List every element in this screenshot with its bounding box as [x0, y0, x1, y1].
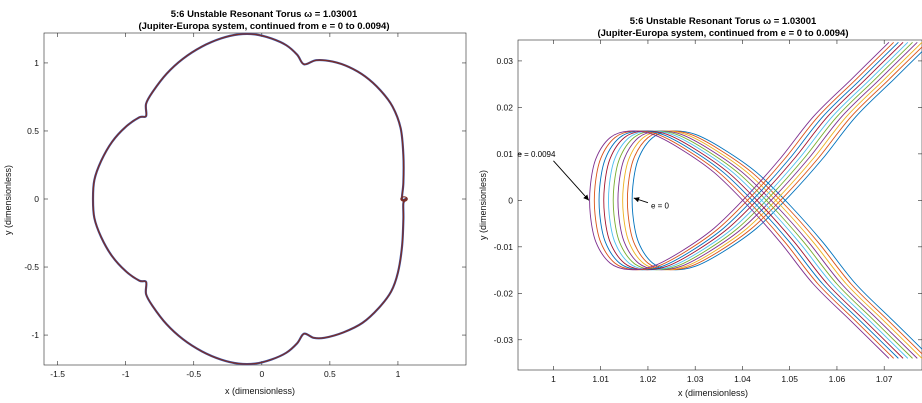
right-title: 5:6 Unstable Resonant Torus ω = 1.03001: [630, 16, 817, 27]
right-x-tick-label: 1.04: [734, 374, 751, 384]
right-series: [589, 41, 922, 359]
left-series-line: [92, 33, 407, 365]
annotation-arrow-0: [553, 160, 590, 201]
right-series-line-4: [612, 41, 913, 359]
left-x-tick-label: -1: [122, 369, 130, 379]
right-series-line-7: [598, 41, 899, 359]
left-y-tick-label: -0.5: [24, 262, 39, 272]
right-x-tick-label: 1.01: [592, 374, 609, 384]
right-panel: 5:6 Unstable Resonant Torus ω = 1.03001 …: [478, 16, 922, 398]
annotation-label-1: e = 0: [651, 202, 670, 211]
left-y-tick-label: -1: [31, 330, 39, 340]
left-x-tick-label: -1.5: [50, 369, 65, 379]
left-y-tick-label: 0.5: [27, 126, 39, 136]
left-x-tick-label: -0.5: [186, 369, 201, 379]
left-y-axis-label: y (dimensionless): [3, 165, 13, 235]
right-x-tick-label: 1.07: [876, 374, 893, 384]
right-x-tick-label: 1.03: [687, 374, 704, 384]
right-series-line-8: [593, 41, 894, 359]
left-series: [91, 32, 408, 366]
left-series-small-loop: [400, 196, 408, 202]
right-y-tick-label: 0.03: [496, 56, 513, 66]
right-series-line-9: [589, 41, 890, 359]
right-x-tick-label: 1.06: [829, 374, 846, 384]
left-x-ticks: -1.5 -1 -0.5 0 0.5 1: [50, 33, 401, 379]
right-x-tick-label: 1.05: [781, 374, 798, 384]
left-x-tick-label: 0: [259, 369, 264, 379]
left-subtitle: (Jupiter-Europa system, continued from e…: [138, 21, 389, 32]
right-series-line-6: [603, 41, 904, 359]
left-x-tick-label: 1: [396, 369, 401, 379]
left-x-axis-label: x (dimensionless): [225, 386, 295, 396]
right-y-tick-label: 0.01: [496, 149, 513, 159]
right-series-line-5: [608, 41, 909, 359]
right-series-line-1: [626, 46, 922, 355]
left-y-tick-label: 0: [34, 194, 39, 204]
left-y-tick-label: 1: [34, 58, 39, 68]
left-y-ticks: -1 -0.5 0 0.5 1: [24, 58, 466, 340]
right-y-tick-label: -0.02: [494, 288, 514, 298]
right-x-tick-label: 1.02: [640, 374, 657, 384]
right-y-tick-label: 0.02: [496, 102, 513, 112]
annotation-label-0: e = 0.0094: [517, 150, 556, 159]
right-y-axis-label: y (dimensionless): [478, 170, 488, 240]
right-annotations: e = 0.0094 e = 0: [517, 150, 669, 211]
right-y-tick-label: 0: [508, 195, 513, 205]
left-x-tick-label: 0.5: [324, 369, 336, 379]
right-y-tick-label: -0.01: [494, 242, 514, 252]
right-subtitle: (Jupiter-Europa system, continued from e…: [597, 28, 848, 39]
left-title: 5:6 Unstable Resonant Torus ω = 1.03001: [171, 9, 358, 20]
right-x-tick-label: 1: [551, 374, 556, 384]
right-series-line-2: [622, 41, 922, 359]
left-series-line-underlay: [91, 32, 408, 366]
annotation-arrow-1: [633, 197, 649, 204]
right-y-tick-label: -0.03: [494, 335, 514, 345]
right-plot-frame: [517, 39, 922, 371]
right-series-line-3: [617, 41, 918, 359]
right-x-ticks: 1 1.01 1.02 1.03 1.04 1.05 1.06 1.07: [551, 40, 893, 384]
right-y-ticks: -0.03 -0.02 -0.01 0 0.01 0.02 0.03: [494, 56, 922, 345]
right-series-line-0: [631, 50, 922, 350]
left-panel: 5:6 Unstable Resonant Torus ω = 1.03001 …: [3, 9, 467, 396]
right-x-axis-label: x (dimensionless): [678, 388, 748, 398]
